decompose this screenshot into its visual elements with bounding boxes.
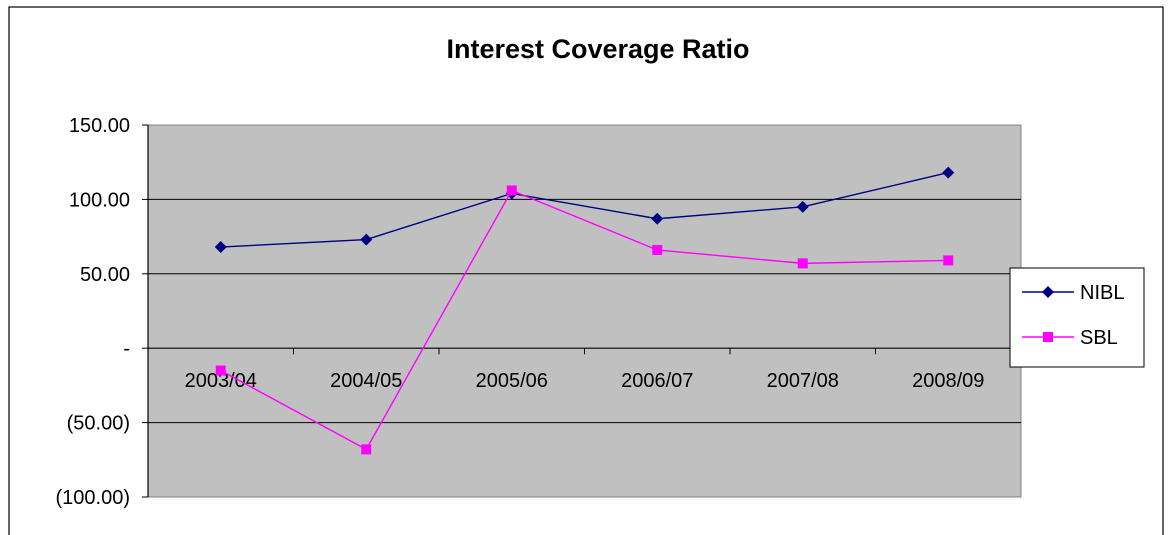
legend-marker-nibl	[1042, 286, 1054, 298]
data-point	[797, 258, 808, 269]
legend: NIBL SBL	[1009, 267, 1145, 368]
y-axis-ticks: 150.00 100.00 50.00 - (50.00) (100.00)	[56, 115, 148, 509]
gridlines	[148, 198, 1021, 424]
data-point	[361, 444, 372, 455]
x-tick-label: 2005/06	[476, 370, 548, 392]
legend-box	[1009, 267, 1145, 368]
series-line-sbl	[220, 189, 949, 451]
data-point	[651, 212, 664, 225]
data-point	[942, 166, 955, 179]
plot-area	[147, 124, 1022, 498]
series-layer	[214, 166, 955, 455]
data-point	[215, 365, 226, 376]
y-tick-label: (100.00)	[56, 487, 131, 509]
legend-marker-sbl	[1043, 332, 1053, 342]
data-point	[652, 244, 663, 255]
x-tick-label: 2007/08	[767, 370, 839, 392]
y-tick-label: 150.00	[69, 115, 130, 137]
chart-title: Interest Coverage Ratio	[446, 34, 749, 64]
x-axis-ticks: 2003/04 2004/05 2005/06 2006/07 2007/08 2008/…	[147, 348, 1022, 392]
data-point	[214, 241, 227, 254]
series-line-nibl	[220, 171, 949, 248]
data-point	[360, 233, 373, 246]
x-tick-label: 2003/04	[185, 370, 257, 392]
y-tick-label: (50.00)	[67, 413, 130, 435]
x-tick-label: 2008/09	[912, 370, 984, 392]
x-tick-label: 2004/05	[330, 370, 402, 392]
y-tick-label: -	[123, 338, 130, 360]
y-tick-label: 50.00	[80, 264, 130, 286]
data-point	[943, 255, 954, 266]
data-point	[796, 200, 809, 213]
data-point	[506, 185, 517, 196]
y-tick-label: 100.00	[69, 189, 130, 211]
legend-label-nibl: NIBL	[1080, 282, 1124, 304]
series-sbl	[215, 185, 954, 455]
x-tick-label: 2006/07	[621, 370, 693, 392]
legend-label-sbl: SBL	[1080, 327, 1118, 349]
